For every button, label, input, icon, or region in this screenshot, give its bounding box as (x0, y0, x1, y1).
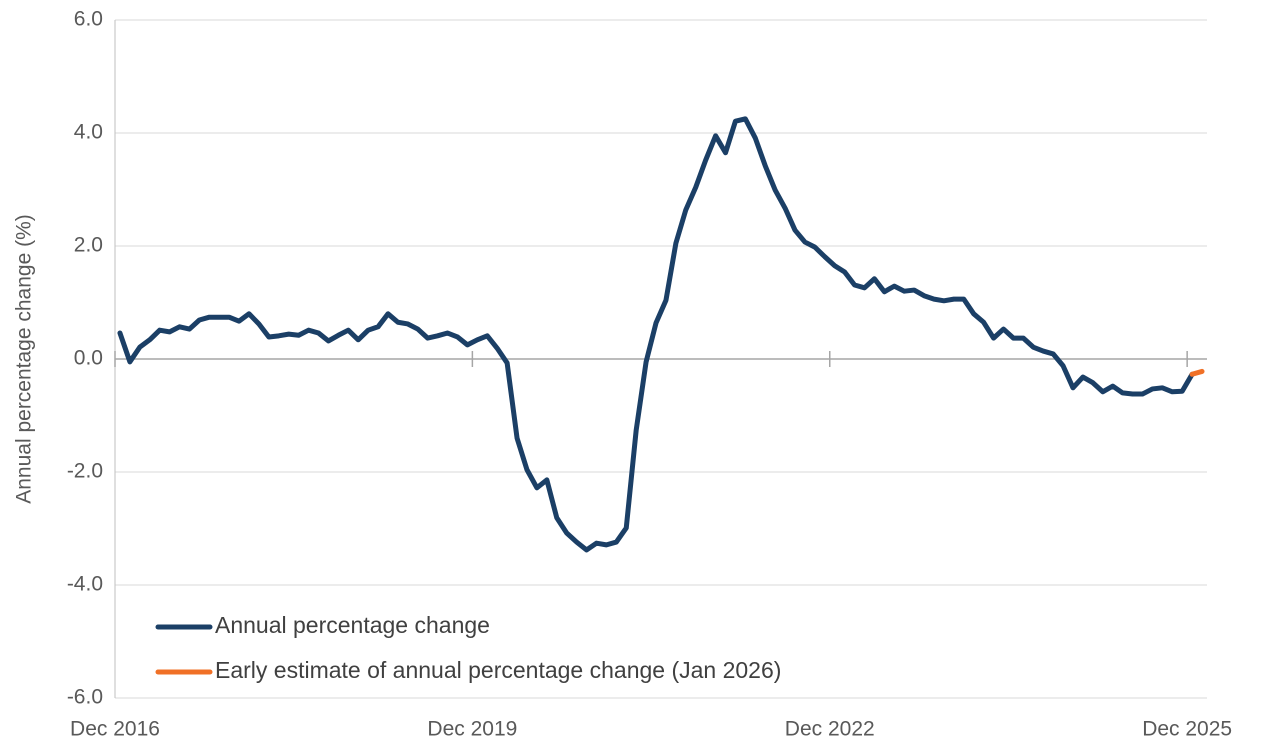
x-tick-label: Dec 2016 (70, 718, 160, 741)
legend-label: Early estimate of annual percentage chan… (215, 657, 781, 683)
y-tick-label: 0.0 (74, 347, 103, 370)
series-line (117, 116, 1195, 553)
y-axis-title: Annual percentage change (%) (13, 214, 36, 504)
y-tick-label: -4.0 (67, 573, 103, 596)
y-tick-label: 4.0 (74, 121, 103, 144)
series-line (1189, 368, 1205, 377)
y-tick-label: -2.0 (67, 460, 103, 483)
y-tick-label: 2.0 (74, 234, 103, 257)
x-tick-label: Dec 2019 (427, 718, 517, 741)
y-tick-label: 6.0 (74, 8, 103, 31)
x-tick-label: Dec 2025 (1142, 718, 1232, 741)
x-tick-label: Dec 2022 (785, 718, 875, 741)
legend-label: Annual percentage change (215, 612, 490, 638)
y-tick-label: -6.0 (67, 686, 103, 709)
